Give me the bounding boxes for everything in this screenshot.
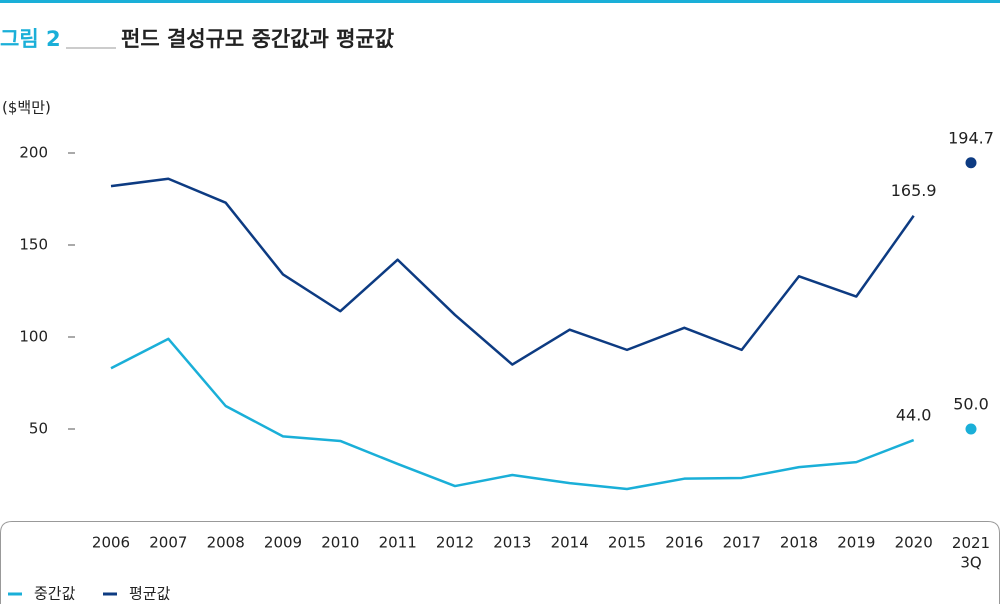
- x-tick-label: 2007: [149, 534, 187, 552]
- x-tick-label: 2015: [608, 534, 646, 552]
- x-tick-label: 2019: [837, 534, 875, 552]
- x-tick-label: 2013: [493, 534, 531, 552]
- x-tick-label: 2006: [92, 534, 130, 552]
- y-tick-label: 200: [19, 144, 48, 162]
- y-tick-label: 150: [19, 236, 48, 254]
- y-unit: ($백만): [2, 99, 51, 117]
- x-tick-label: 2011: [379, 534, 417, 552]
- series-dot: [965, 157, 977, 169]
- chart-title: 펀드 결성규모 중간값과 평균값: [121, 27, 394, 51]
- top-rule: [0, 0, 1000, 3]
- x-tick-label: 2014: [551, 534, 589, 552]
- y-tick-label: 50: [29, 420, 48, 438]
- x-tick-label: 2020: [895, 534, 933, 552]
- series-dot: [965, 423, 977, 435]
- frame: [0, 521, 1000, 604]
- x-tick-label: 2012: [436, 534, 474, 552]
- legend-label: 평균값: [129, 585, 171, 603]
- value-label: 165.9: [891, 181, 937, 200]
- x-tick-label: 2010: [321, 534, 359, 552]
- x-tick-label: 2018: [780, 534, 818, 552]
- series-line: [110, 337, 915, 491]
- y-tick-label: 100: [19, 328, 48, 346]
- x-tick-label: 2016: [665, 534, 703, 552]
- value-label: 44.0: [896, 406, 932, 425]
- x-tick-label: 2021 3Q: [952, 534, 990, 572]
- value-label: 50.0: [953, 395, 989, 414]
- value-label: 194.7: [948, 128, 994, 147]
- x-tick-label: 2009: [264, 534, 302, 552]
- series-line: [110, 177, 915, 366]
- x-tick-label: 2017: [723, 534, 761, 552]
- figure-label: 그림 2: [0, 27, 61, 51]
- legend-label: 중간값: [34, 585, 76, 603]
- x-tick-label: 2008: [207, 534, 245, 552]
